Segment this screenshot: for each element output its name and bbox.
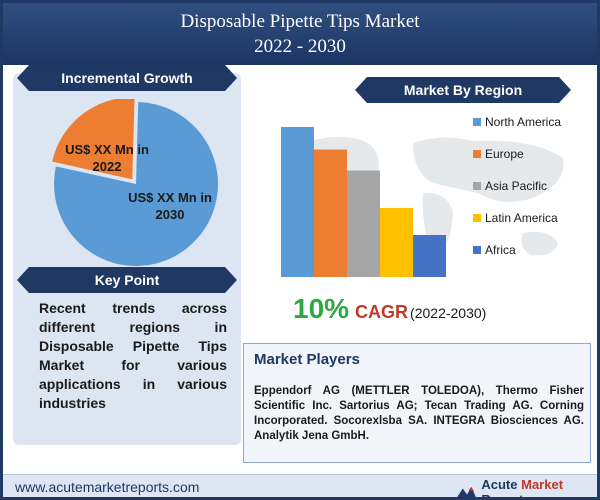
legend-label-africa: Africa: [485, 243, 516, 257]
pie-label-2022-line2: 2022: [92, 159, 122, 174]
legend-swatch-europe: [473, 150, 481, 158]
pie-label-2022-line1: US$ XX Mn in: [65, 142, 149, 157]
pie-label-2030: US$ XX Mn in 2030: [119, 189, 221, 223]
cagr-readout: 10% CAGR (2022-2030): [293, 293, 486, 325]
growth-pie-chart: [52, 99, 219, 266]
legend-swatch-latin-america: [473, 214, 481, 222]
key-point-text: Recent trends across different regions i…: [39, 300, 227, 411]
footer-logo-text: Acute Market Reports: [481, 477, 597, 500]
mountain-logo-icon: [457, 486, 476, 497]
pie-label-2030-line1: US$ XX Mn in: [128, 190, 212, 205]
footer: www.acutemarketreports.com Acute Market …: [3, 474, 597, 500]
region-legend: North America Europe Asia Pacific Latin …: [473, 115, 561, 275]
legend-item-europe: Europe: [473, 147, 561, 179]
market-players-text: Eppendorf AG (METTLER TOLEDOA), Thermo F…: [254, 385, 584, 442]
legend-swatch-north-america: [473, 118, 481, 126]
footer-logo-word3: Reports: [481, 492, 531, 500]
pie-label-2022: US$ XX Mn in 2022: [57, 141, 157, 175]
pie-slice-2022: [52, 99, 135, 180]
header: Disposable Pipette Tips Market 2022 - 20…: [3, 3, 597, 65]
legend-swatch-asia-pacific: [473, 182, 481, 190]
pie-label-2030-line2: 2030: [155, 207, 185, 222]
legend-swatch-africa: [473, 246, 481, 254]
legend-item-asia-pacific: Asia Pacific: [473, 179, 561, 211]
legend-label-asia-pacific: Asia Pacific: [485, 179, 548, 193]
market-players-title: Market Players: [254, 351, 360, 368]
market-by-region-banner: Market By Region: [355, 77, 571, 103]
legend-label-north-america: North America: [485, 115, 562, 129]
market-players-box: Market Players Eppendorf AG (METTLER TOL…: [243, 343, 591, 463]
legend-label-europe: Europe: [485, 147, 524, 161]
bar-latin-america: [380, 208, 413, 277]
footer-logo-word2: Market: [521, 477, 564, 492]
key-point-banner: Key Point: [17, 267, 237, 293]
bar-africa: [413, 235, 446, 277]
region-bar-chart: [281, 127, 446, 277]
legend-item-africa: Africa: [473, 243, 561, 275]
legend-item-latin-america: Latin America: [473, 211, 561, 243]
pie-slice-2030: [53, 102, 219, 266]
legend-label-latin-america: Latin America: [485, 211, 558, 225]
bar-north-america: [281, 127, 314, 277]
footer-logo-word1: Acute: [481, 477, 518, 492]
cagr-period: (2022-2030): [410, 305, 487, 321]
header-period: 2022 - 2030: [254, 36, 346, 57]
key-point-label: Key Point: [94, 272, 160, 288]
bar-asia-pacific: [347, 170, 380, 277]
cagr-label: CAGR: [355, 302, 409, 322]
footer-logo: Acute Market Reports: [455, 477, 597, 500]
bar-europe: [314, 149, 347, 277]
header-title: Disposable Pipette Tips Market: [180, 11, 420, 32]
incremental-growth-label: Incremental Growth: [61, 70, 193, 86]
market-by-region-label: Market By Region: [403, 82, 523, 98]
footer-url-link[interactable]: www.acutemarketreports.com: [15, 479, 200, 495]
incremental-growth-banner: Incremental Growth: [17, 65, 237, 91]
cagr-value: 10%: [293, 293, 350, 324]
legend-item-north-america: North America: [473, 115, 561, 147]
